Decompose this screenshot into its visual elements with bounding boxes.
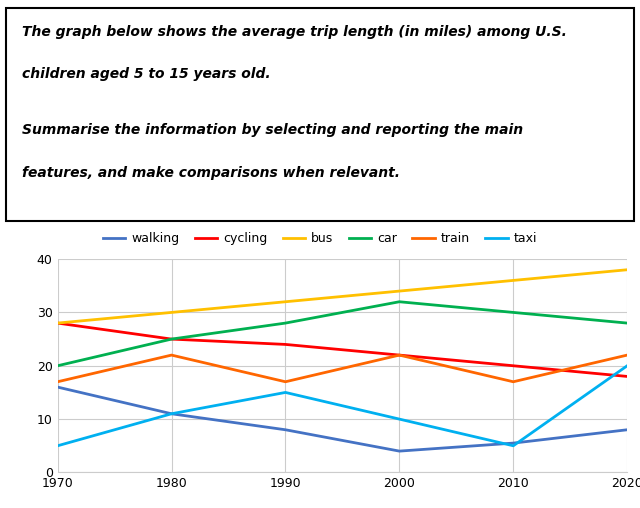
Text: children aged 5 to 15 years old.: children aged 5 to 15 years old.: [22, 68, 271, 81]
Text: Summarise the information by selecting and reporting the main: Summarise the information by selecting a…: [22, 123, 524, 137]
Text: The graph below shows the average trip length (in miles) among U.S.: The graph below shows the average trip l…: [22, 25, 567, 39]
FancyBboxPatch shape: [6, 8, 634, 221]
Legend: walking, cycling, bus, car, train, taxi: walking, cycling, bus, car, train, taxi: [98, 227, 542, 250]
Text: features, and make comparisons when relevant.: features, and make comparisons when rele…: [22, 166, 400, 179]
